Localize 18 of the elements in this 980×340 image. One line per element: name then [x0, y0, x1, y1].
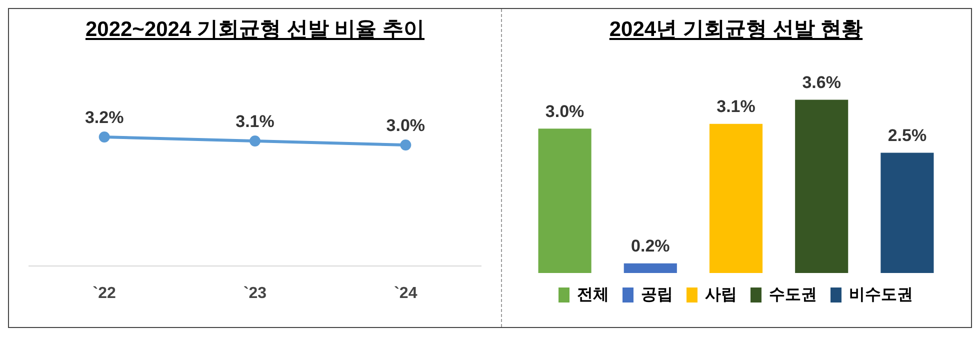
legend-label: 공립: [641, 286, 673, 304]
data-label: 3.0%: [545, 102, 584, 121]
data-label: 0.2%: [631, 236, 670, 256]
x-tick-label: `24: [394, 284, 418, 302]
data-label: 3.2%: [84, 108, 124, 128]
data-label: 3.6%: [802, 72, 841, 92]
data-label: 3.1%: [236, 112, 274, 132]
legend-label: 비수도권: [849, 286, 913, 304]
chart-title: 2022~2024 기회균형 선발 비율 추이: [85, 18, 425, 41]
x-tick-label: `23: [243, 284, 267, 302]
legend-label: 수도권: [769, 286, 817, 304]
x-tick-label: `22: [92, 284, 116, 302]
legend-label: 전체: [577, 286, 609, 304]
data-label: 2.5%: [888, 126, 927, 145]
data-label: 3.1%: [716, 97, 756, 116]
legend-label: 사립: [705, 286, 737, 304]
chart-title: 2024년 기회균형 선발 현황: [609, 18, 863, 41]
data-label: 3.0%: [386, 116, 426, 136]
